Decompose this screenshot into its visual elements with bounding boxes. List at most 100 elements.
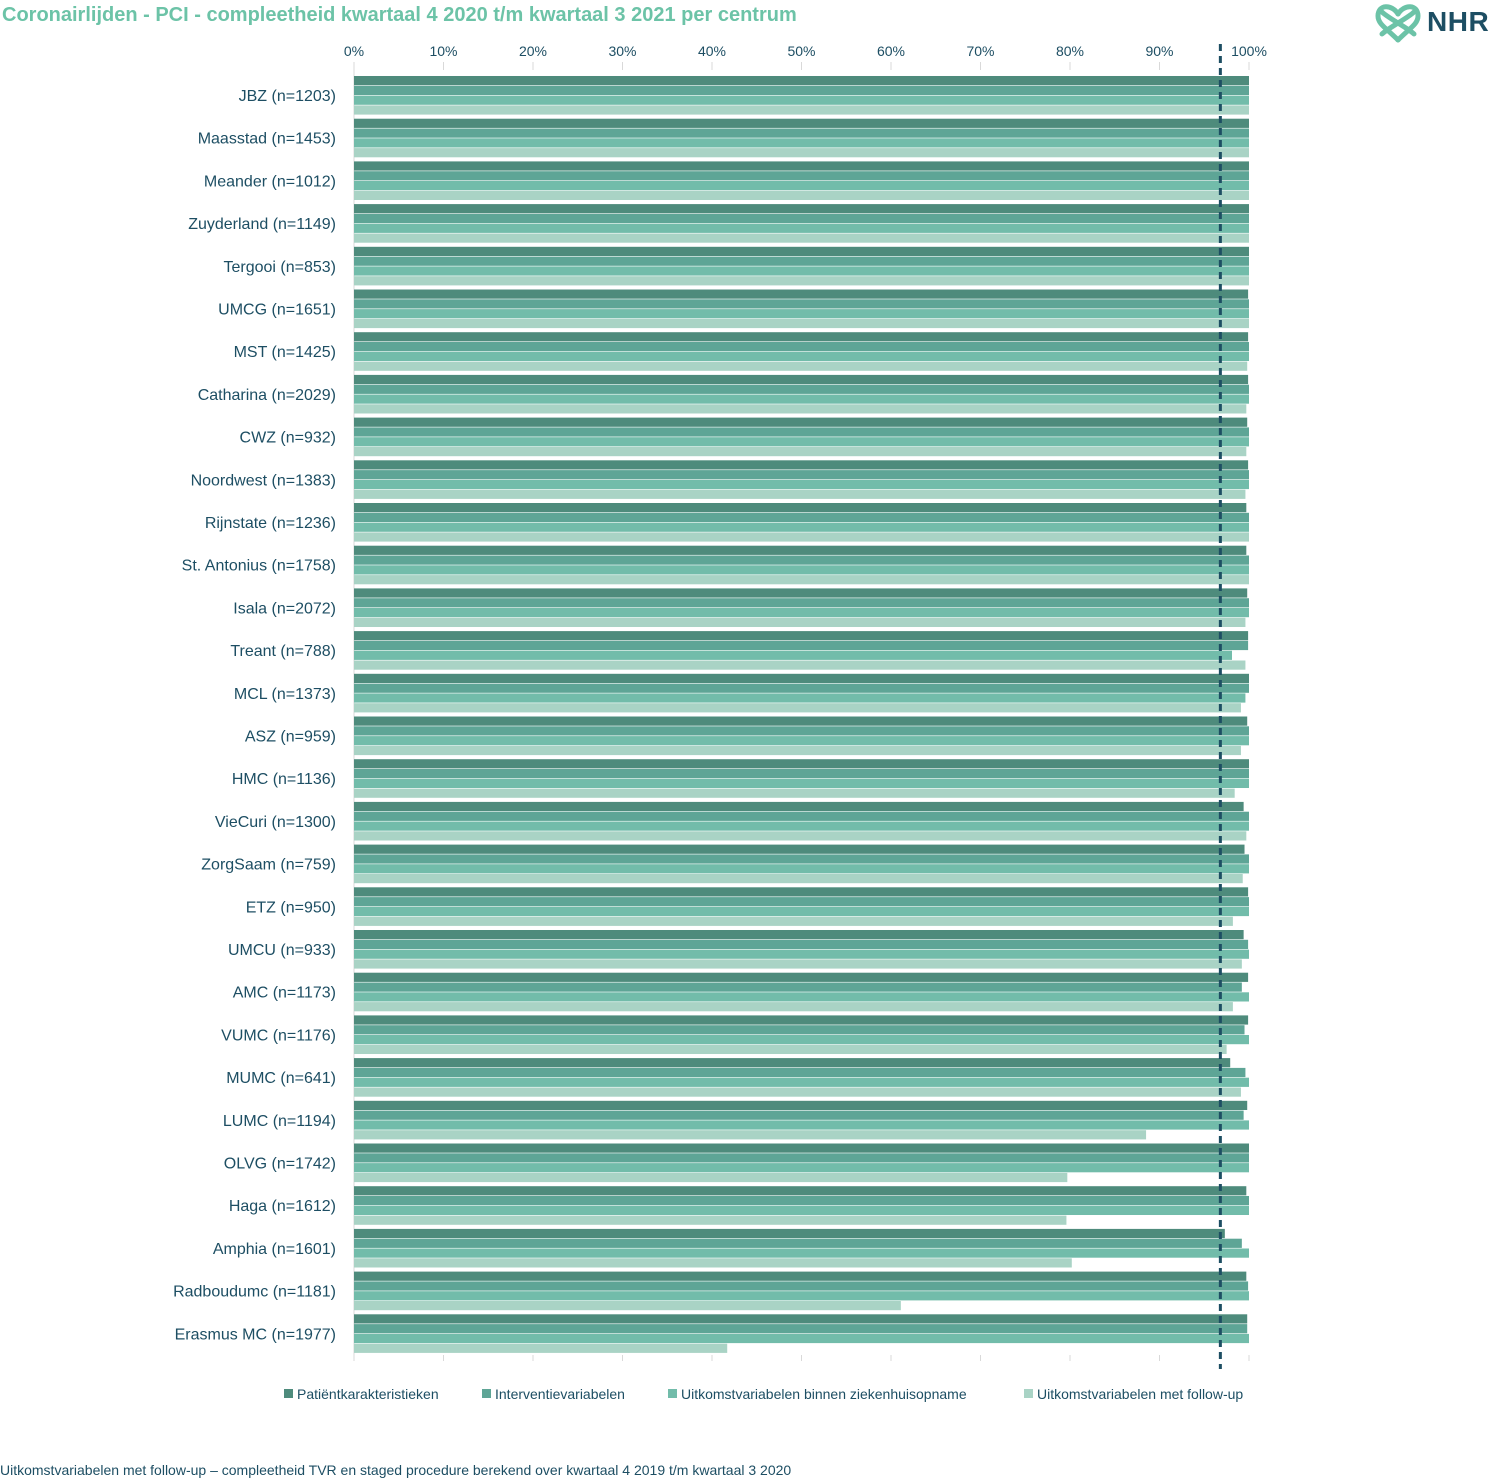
bar xyxy=(354,1301,901,1311)
category-label: MST (n=1425) xyxy=(234,344,336,361)
x-tick-label: 60% xyxy=(877,43,905,59)
bar xyxy=(354,982,1242,992)
bar xyxy=(354,171,1249,181)
bar xyxy=(354,565,1249,575)
category-label: JBZ (n=1203) xyxy=(239,88,336,105)
bar xyxy=(354,85,1249,95)
bar xyxy=(354,673,1249,683)
bar xyxy=(354,1324,1248,1334)
bar xyxy=(354,1333,1249,1344)
bar xyxy=(354,598,1249,608)
bar-chart: 0% 10% 20% 30% 40% 50% 60% 70% 80% 90% 100% JBZ (n=… xyxy=(173,43,1267,1402)
category-label: LUMC (n=1194) xyxy=(223,1113,336,1130)
bar xyxy=(354,887,1249,897)
bar xyxy=(354,276,1249,286)
bar xyxy=(354,916,1233,926)
category-label: HMC (n=1136) xyxy=(232,771,336,788)
bar xyxy=(354,1314,1248,1324)
bar xyxy=(354,650,1232,660)
category-label: St. Antonius (n=1758) xyxy=(182,558,336,575)
bar xyxy=(354,1248,1249,1258)
bar xyxy=(354,864,1249,874)
legend-swatch xyxy=(284,1389,293,1398)
category-label: UMCG (n=1651) xyxy=(218,302,336,319)
bar xyxy=(354,992,1249,1002)
category-label: Isala (n=2072) xyxy=(233,600,336,617)
bar xyxy=(354,683,1249,693)
bar xyxy=(354,1058,1231,1068)
bar xyxy=(354,693,1246,703)
bar xyxy=(354,1196,1249,1206)
bar xyxy=(354,479,1249,490)
bar xyxy=(354,233,1249,243)
legend-swatch xyxy=(482,1389,491,1398)
bar xyxy=(354,190,1249,200)
bar xyxy=(354,384,1249,394)
bar xyxy=(354,95,1249,105)
x-tick-label: 10% xyxy=(429,43,457,59)
bar xyxy=(354,1087,1241,1097)
x-tick-label: 0% xyxy=(344,43,364,59)
category-label: Radboudumc (n=1181) xyxy=(173,1284,336,1301)
bar xyxy=(354,128,1249,138)
category-label: AMC (n=1173) xyxy=(233,985,336,1002)
category-label: Tergooi (n=853) xyxy=(223,259,336,276)
bar xyxy=(354,266,1249,276)
bar xyxy=(354,1281,1249,1291)
category-label: ASZ (n=959) xyxy=(245,729,336,746)
bar xyxy=(354,417,1248,427)
category-label: UMCU (n=933) xyxy=(228,942,336,959)
bar xyxy=(354,522,1249,532)
bar xyxy=(354,105,1249,115)
bar xyxy=(354,788,1235,798)
bar xyxy=(354,404,1247,414)
bar xyxy=(354,1163,1249,1173)
category-label: CWZ (n=932) xyxy=(240,430,336,447)
bar xyxy=(354,854,1249,864)
bar xyxy=(354,512,1249,522)
x-tick-label: 70% xyxy=(966,43,994,59)
bar xyxy=(354,897,1249,907)
category-label: Meander (n=1012) xyxy=(204,173,336,190)
category-label: Amphia (n=1601) xyxy=(213,1241,336,1258)
bar xyxy=(354,1120,1249,1130)
category-label: ZorgSaam (n=759) xyxy=(201,857,336,874)
bar xyxy=(354,631,1249,641)
bar xyxy=(354,76,1249,86)
bar xyxy=(354,555,1249,565)
bar xyxy=(354,138,1249,148)
bar xyxy=(354,204,1249,214)
bar xyxy=(354,769,1249,779)
bar xyxy=(354,1067,1246,1078)
bar xyxy=(354,1205,1249,1215)
nhr-logo: NHR xyxy=(1372,0,1500,46)
legend-label: Uitkomstvariabelen binnen ziekenhuisopna… xyxy=(681,1386,967,1402)
category-label: Catharina (n=2029) xyxy=(198,387,336,404)
bar xyxy=(354,1172,1068,1183)
bar xyxy=(354,1044,1227,1054)
legend-swatch xyxy=(668,1389,677,1398)
bar xyxy=(354,1153,1249,1163)
legend-label: Interventievariabelen xyxy=(495,1386,625,1402)
legend-swatch xyxy=(1024,1389,1033,1398)
bar xyxy=(354,608,1249,618)
bar xyxy=(354,906,1249,917)
bar xyxy=(354,1228,1225,1239)
bar xyxy=(354,811,1249,821)
x-tick-label: 80% xyxy=(1056,43,1084,59)
category-label: Maasstad (n=1453) xyxy=(198,131,336,148)
bar xyxy=(354,759,1249,769)
bar xyxy=(354,959,1242,969)
bar xyxy=(354,1271,1247,1281)
bar xyxy=(354,703,1241,713)
x-tick-label: 100% xyxy=(1231,43,1267,59)
category-label: MCL (n=1373) xyxy=(234,686,336,703)
bar xyxy=(354,1130,1147,1140)
logo-text: NHR xyxy=(1427,6,1490,37)
bar xyxy=(354,161,1249,171)
bar xyxy=(354,532,1249,542)
bar xyxy=(354,309,1249,319)
legend-label: Uitkomstvariabelen met follow-up xyxy=(1037,1386,1243,1402)
bar xyxy=(354,246,1249,256)
bar xyxy=(354,437,1249,447)
